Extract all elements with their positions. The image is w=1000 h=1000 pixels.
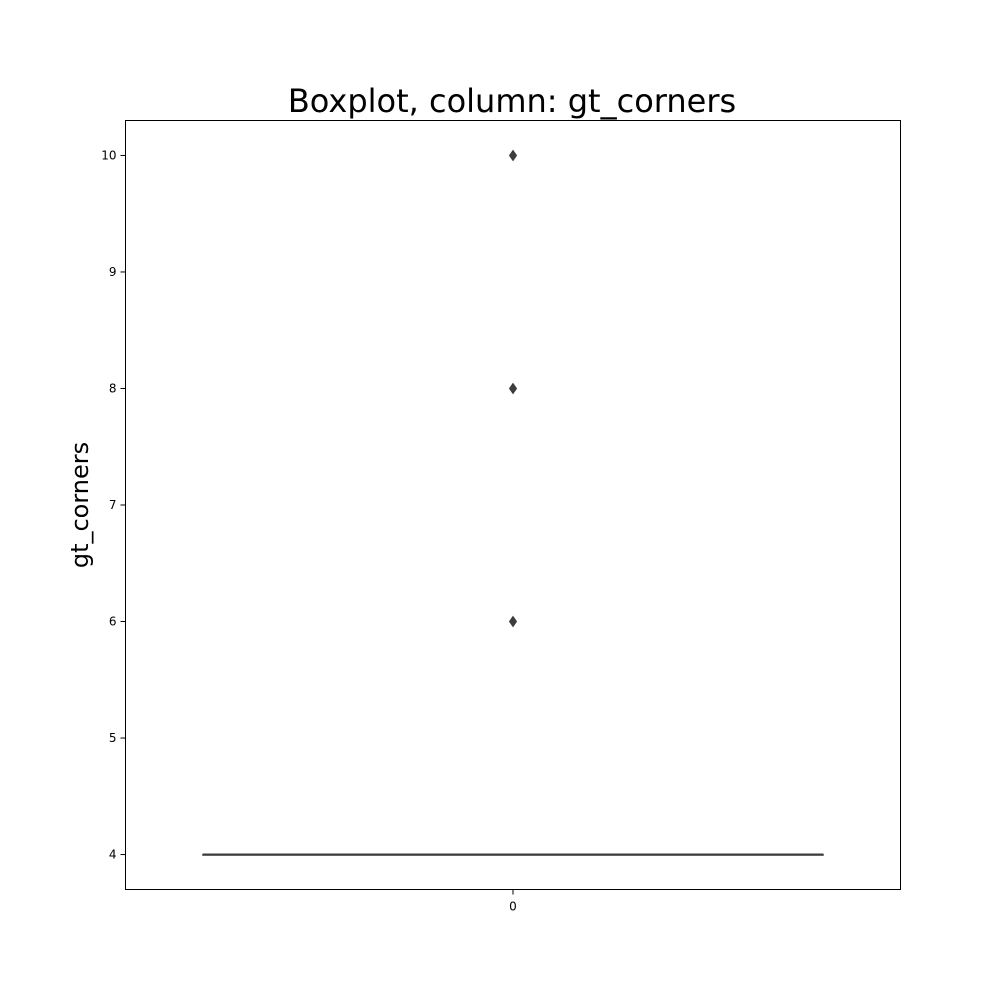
y-tick-label: 9	[109, 265, 117, 279]
chart-title: Boxplot, column: gt_corners	[288, 82, 736, 120]
y-axis: 4 5 6 7 8 9 10	[101, 148, 126, 862]
y-tick-label: 10	[101, 148, 116, 162]
y-axis-label: gt_corners	[66, 442, 94, 568]
y-tick-label: 7	[109, 498, 117, 512]
x-tick-label: 0	[509, 900, 517, 914]
box-series	[202, 149, 824, 856]
plot-area-frame	[125, 120, 901, 890]
x-axis: 0	[509, 889, 517, 914]
y-tick-label: 6	[109, 615, 117, 629]
y-tick-label: 5	[109, 731, 117, 745]
outlier-point	[508, 615, 518, 628]
outlier-point	[508, 149, 518, 162]
outlier-point	[508, 382, 518, 395]
y-tick-label: 4	[109, 848, 117, 862]
y-tick-label: 8	[109, 381, 117, 395]
